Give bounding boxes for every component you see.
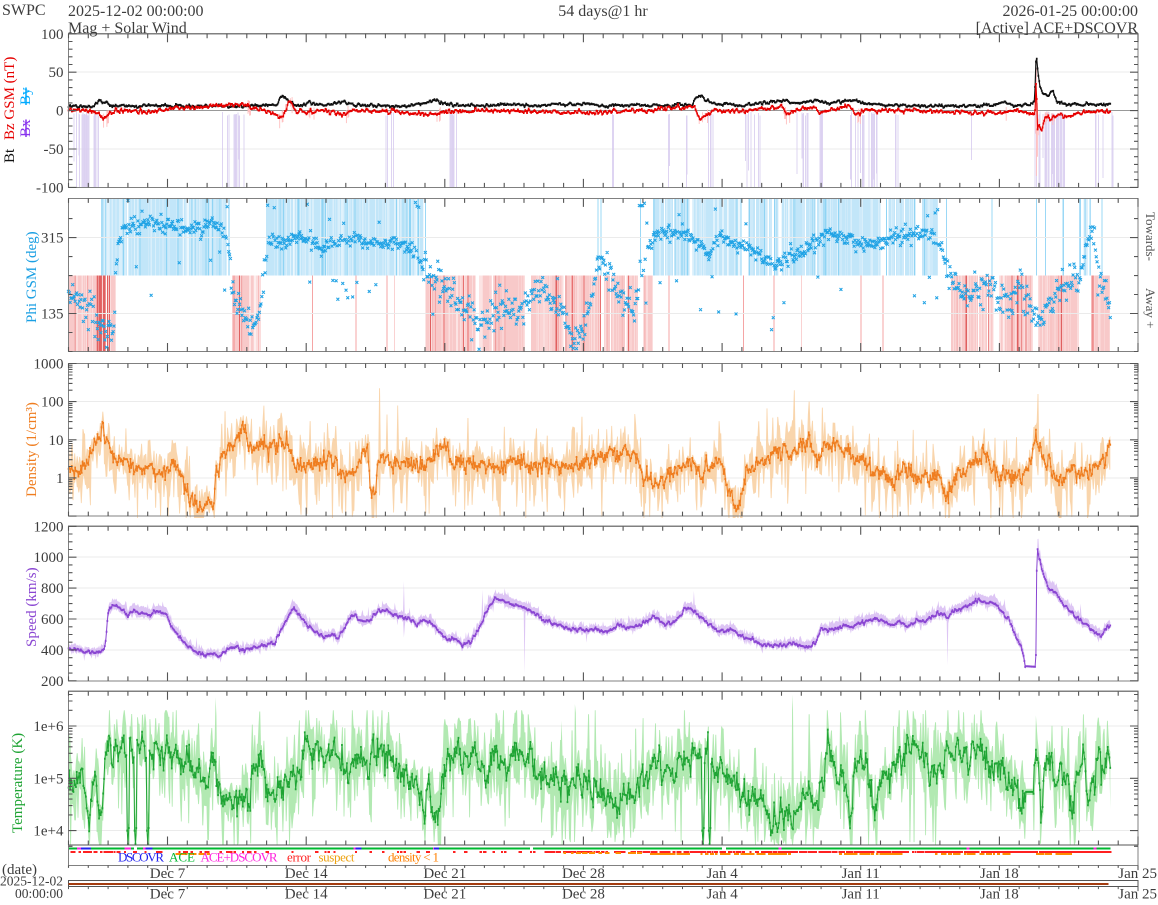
svg-text:Mag + Solar Wind: Mag + Solar Wind <box>68 20 187 37</box>
svg-text:Temperature (K): Temperature (K) <box>10 733 26 833</box>
svg-text:Dec 7: Dec 7 <box>150 866 186 882</box>
svg-text:1200: 1200 <box>34 519 64 535</box>
svg-text:1e+6: 1e+6 <box>33 719 64 735</box>
svg-text:Bt: Bt <box>2 148 18 163</box>
svg-text:Speed (km/s): Speed (km/s) <box>24 567 40 647</box>
svg-text:100: 100 <box>41 395 64 411</box>
svg-text:-100: -100 <box>36 180 64 196</box>
svg-text:54 days@1 hr: 54 days@1 hr <box>558 3 648 20</box>
svg-text:135: 135 <box>41 307 64 323</box>
svg-text:-50: -50 <box>44 142 64 158</box>
svg-text:Bz GSM (nT): Bz GSM (nT) <box>2 57 18 140</box>
svg-text:Dec 21: Dec 21 <box>423 887 466 903</box>
svg-text:Dec 28: Dec 28 <box>562 866 605 882</box>
svg-text:Jan 4: Jan 4 <box>706 866 738 882</box>
svg-text:Jan 11: Jan 11 <box>842 887 880 903</box>
svg-text:DSCOVR: DSCOVR <box>118 850 164 865</box>
svg-text:2025-12-02 00:00:00: 2025-12-02 00:00:00 <box>68 3 204 20</box>
svg-text:Towards-: Towards- <box>1143 212 1158 261</box>
svg-text:Jan 18: Jan 18 <box>980 887 1019 903</box>
svg-text:2025-12-02: 2025-12-02 <box>0 874 63 889</box>
svg-text:ACE+DSCOVR: ACE+DSCOVR <box>201 850 278 865</box>
svg-text:Away +: Away + <box>1143 288 1158 328</box>
svg-text:1000: 1000 <box>34 550 64 566</box>
svg-text:Dec 21: Dec 21 <box>423 866 466 882</box>
svg-text:200: 200 <box>41 674 64 690</box>
svg-text:error: error <box>287 850 312 865</box>
svg-text:(date): (date) <box>2 862 37 878</box>
svg-text:Jan 11: Jan 11 <box>842 866 880 882</box>
svg-text:800: 800 <box>41 581 64 597</box>
svg-text:Dec 14: Dec 14 <box>285 866 328 882</box>
svg-text:100: 100 <box>41 27 64 43</box>
svg-text:Dec 28: Dec 28 <box>562 887 605 903</box>
svg-text:Phi GSM (deg): Phi GSM (deg) <box>24 231 40 323</box>
svg-text:1e+4: 1e+4 <box>33 824 64 840</box>
svg-text:density < 1: density < 1 <box>388 850 439 865</box>
svg-text:[Active] ACE+DSCOVR: [Active] ACE+DSCOVR <box>976 20 1139 37</box>
svg-text:Bx: Bx <box>18 119 34 137</box>
svg-text:00:00:00: 00:00:00 <box>15 886 63 901</box>
svg-text:Jan 25: Jan 25 <box>1118 887 1157 903</box>
svg-text:10: 10 <box>49 433 64 449</box>
svg-text:1e+5: 1e+5 <box>33 771 63 787</box>
svg-text:Dec 14: Dec 14 <box>285 887 328 903</box>
svg-text:0: 0 <box>56 104 64 120</box>
svg-text:By: By <box>18 87 34 105</box>
svg-text:400: 400 <box>41 643 64 659</box>
svg-text:2026-01-25 00:00:00: 2026-01-25 00:00:00 <box>1002 3 1138 20</box>
svg-text:SWPC: SWPC <box>2 2 46 19</box>
svg-text:600: 600 <box>41 612 64 628</box>
svg-text:suspect: suspect <box>319 850 355 865</box>
svg-text:1000: 1000 <box>34 357 64 373</box>
svg-text:ACE: ACE <box>169 850 195 865</box>
svg-text:Density (1/cm³): Density (1/cm³) <box>24 402 40 497</box>
svg-text:315: 315 <box>41 231 64 247</box>
svg-text:Jan 18: Jan 18 <box>980 866 1019 882</box>
svg-text:50: 50 <box>49 65 64 81</box>
svg-text:Dec 7: Dec 7 <box>150 887 186 903</box>
svg-text:1: 1 <box>56 471 64 487</box>
svg-text:Jan 4: Jan 4 <box>706 887 738 903</box>
svg-text:Jan 25: Jan 25 <box>1118 866 1157 882</box>
